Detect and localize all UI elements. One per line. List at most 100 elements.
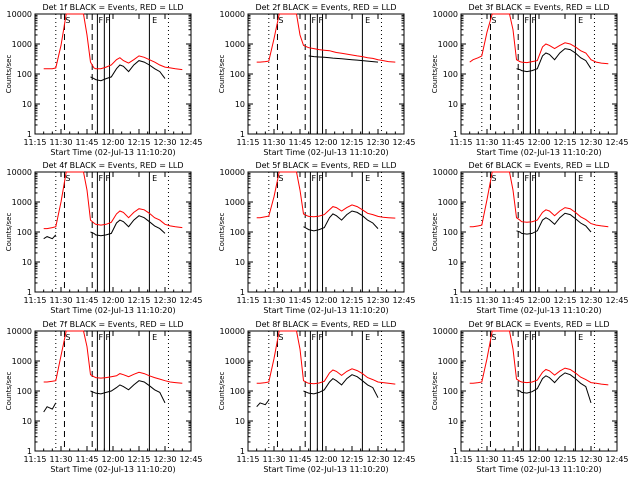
chart-panel: Det 7f BLACK = Events, RED = LLD 1 10 100 10… — [5, 320, 203, 474]
x-tick-label: 12:30 — [579, 455, 602, 464]
x-tick-label: 12:45 — [605, 138, 628, 147]
x-axis-label: Start Time (02-Jul-13 11:10:20) — [263, 148, 388, 157]
marker-annotation: F — [525, 16, 530, 25]
x-tick-label: 12:00 — [314, 296, 337, 305]
y-tick-label: 10 — [22, 417, 32, 426]
marker-annotation: E — [365, 333, 370, 342]
y-tick-label: 1000 — [438, 357, 458, 366]
x-tick-label: 11:45 — [288, 455, 311, 464]
x-tick-label: 11:45 — [288, 138, 311, 147]
marker-annotation: E — [152, 333, 157, 342]
x-tick-label: 12:15 — [553, 138, 576, 147]
x-tick-label: 11:15 — [449, 138, 472, 147]
x-tick-label: 11:15 — [449, 455, 472, 464]
y-axis-label: Counts/sec — [5, 213, 13, 252]
x-tick-label: 11:45 — [75, 455, 98, 464]
x-tick-label: 11:15 — [23, 455, 46, 464]
x-tick-label: 12:45 — [179, 455, 202, 464]
x-tick-label: 11:45 — [288, 296, 311, 305]
y-tick-label: 100 — [230, 228, 245, 237]
y-tick-label: 1 — [453, 130, 458, 139]
marker-annotation: E — [152, 16, 157, 25]
y-tick-label: 100 — [17, 387, 32, 396]
plot-frame — [460, 171, 618, 293]
lld-series-line — [43, 171, 183, 230]
lld-series-line — [256, 171, 396, 219]
x-tick-label: 12:00 — [527, 296, 550, 305]
x-tick-label: 12:45 — [392, 296, 415, 305]
marker-annotation: F — [318, 333, 323, 342]
x-tick-label: 12:30 — [579, 296, 602, 305]
x-tick-label: 11:45 — [75, 296, 98, 305]
x-tick-label: 12:45 — [392, 138, 415, 147]
plot-frame — [460, 330, 618, 452]
x-tick-label: 11:45 — [501, 455, 524, 464]
y-tick-label: 1 — [453, 288, 458, 297]
x-axis-label: Start Time (02-Jul-13 11:10:20) — [476, 148, 601, 157]
x-axis-label: Start Time (02-Jul-13 11:10:20) — [50, 148, 175, 157]
lld-series-line — [43, 13, 183, 71]
x-tick-label: 11:30 — [262, 296, 285, 305]
lld-series-line — [256, 13, 396, 63]
y-tick-label: 100 — [17, 228, 32, 237]
y-tick-label: 1 — [240, 288, 245, 297]
y-tick-label: 1 — [27, 288, 32, 297]
x-tick-label: 12:15 — [127, 138, 150, 147]
lld-series-line — [469, 171, 609, 228]
marker-annotation: F — [531, 16, 536, 25]
y-axis-label: Counts/sec — [5, 372, 13, 411]
events-series-line — [43, 380, 166, 413]
x-tick-label: 11:15 — [23, 296, 46, 305]
x-tick-label: 12:00 — [101, 138, 124, 147]
lld-series-line — [469, 330, 609, 386]
y-tick-label: 100 — [443, 387, 458, 396]
marker-annotation: F — [105, 16, 110, 25]
marker-annotation: F — [531, 333, 536, 342]
x-tick-label: 12:30 — [153, 138, 176, 147]
x-axis-label: Start Time (02-Jul-13 11:10:20) — [50, 465, 175, 474]
chart-panel: Det 4f BLACK = Events, RED = LLD 1 10 100 10… — [5, 161, 203, 315]
events-series-line — [308, 55, 379, 63]
y-tick-label: 1000 — [12, 357, 32, 366]
marker-annotation: F — [105, 174, 110, 183]
y-tick-label: 1000 — [438, 198, 458, 207]
x-tick-label: 12:30 — [366, 455, 389, 464]
marker-annotation: S — [65, 174, 70, 183]
y-tick-label: 100 — [17, 70, 32, 79]
marker-annotation: E — [365, 174, 370, 183]
y-tick-label: 10000 — [433, 327, 458, 336]
chart-title: Det 9f BLACK = Events, RED = LLD — [468, 320, 609, 329]
chart-title: Det 8f BLACK = Events, RED = LLD — [255, 320, 396, 329]
y-tick-label: 1 — [240, 447, 245, 456]
x-tick-label: 12:00 — [101, 455, 124, 464]
lld-series-line — [256, 330, 396, 385]
y-axis-label: Counts/sec — [218, 213, 226, 252]
chart-panel: Det 1f BLACK = Events, RED = LLD 1 10 100 10… — [5, 3, 203, 157]
x-tick-label: 11:45 — [501, 296, 524, 305]
events-series-line — [43, 215, 166, 240]
y-axis-label: Counts/sec — [431, 213, 439, 252]
marker-annotation: F — [525, 333, 530, 342]
y-tick-label: 10 — [235, 258, 245, 267]
x-tick-label: 12:15 — [127, 296, 150, 305]
chart-panel: Det 6f BLACK = Events, RED = LLD 1 10 100 10… — [431, 161, 629, 315]
y-tick-label: 10000 — [7, 327, 32, 336]
marker-annotation: S — [491, 16, 496, 25]
x-axis-label: Start Time (02-Jul-13 11:10:20) — [263, 306, 388, 315]
chart-panel: Det 8f BLACK = Events, RED = LLD 1 10 100 10… — [218, 320, 416, 474]
x-tick-label: 11:30 — [49, 455, 72, 464]
y-tick-label: 100 — [230, 70, 245, 79]
marker-annotation: F — [312, 16, 317, 25]
x-tick-label: 11:30 — [262, 138, 285, 147]
y-tick-label: 1 — [453, 447, 458, 456]
y-tick-label: 1000 — [225, 198, 245, 207]
marker-annotation: F — [99, 16, 104, 25]
marker-annotation: S — [491, 333, 496, 342]
chart-panel: Det 2f BLACK = Events, RED = LLD 1 10 100 10… — [218, 3, 416, 157]
events-series-line — [90, 60, 166, 82]
marker-annotation: F — [318, 174, 323, 183]
marker-annotation: S — [278, 174, 283, 183]
events-series-line — [516, 48, 592, 73]
y-tick-label: 1 — [27, 447, 32, 456]
